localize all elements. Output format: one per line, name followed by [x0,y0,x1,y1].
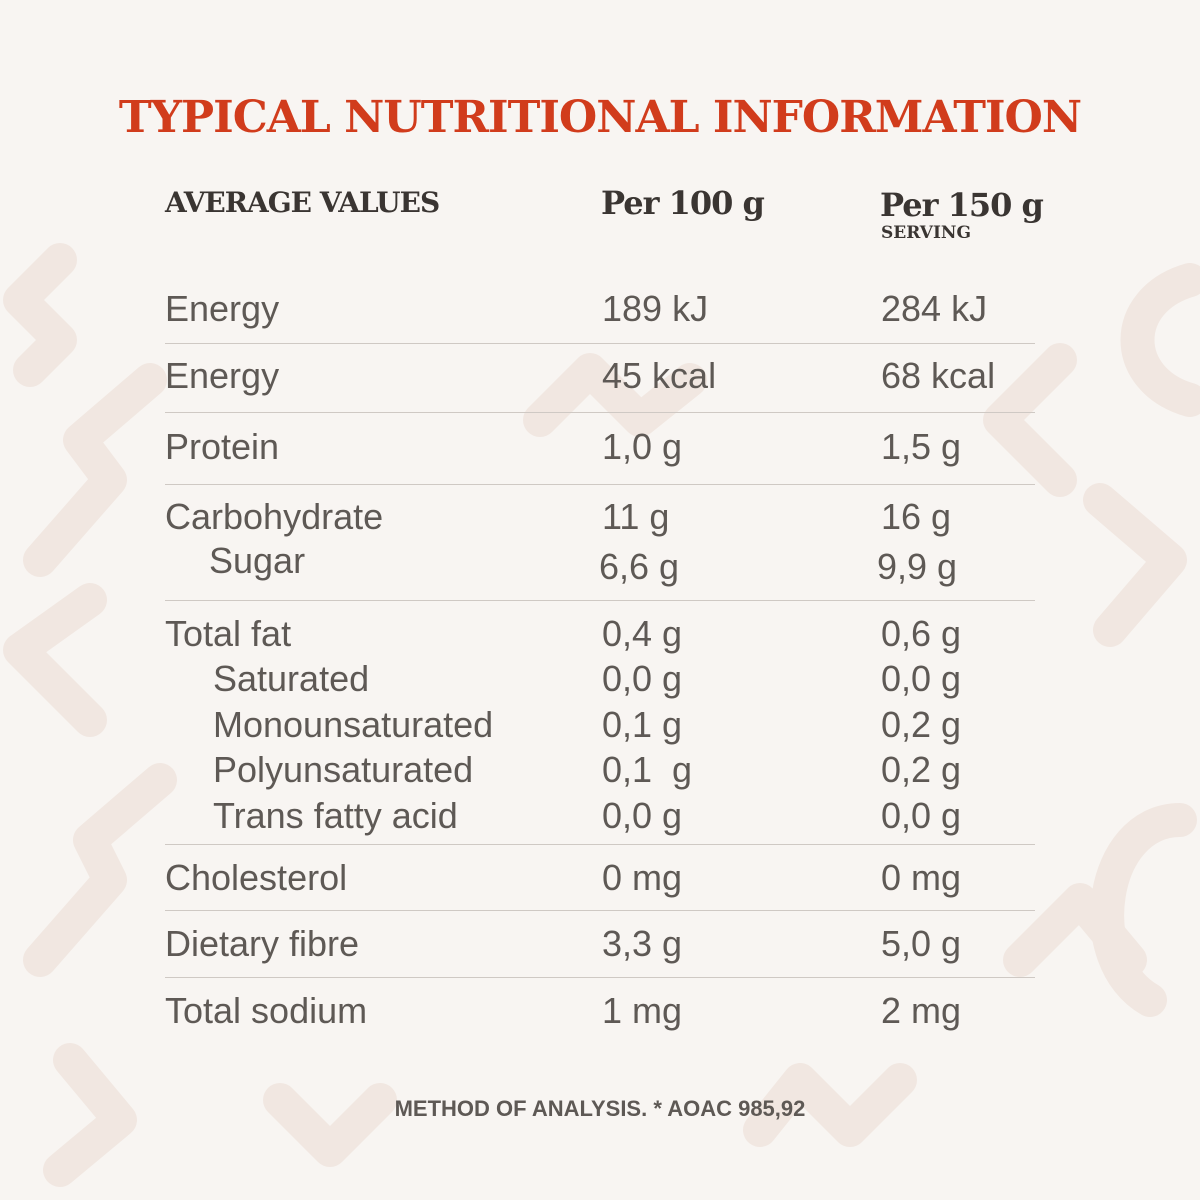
row-label: Cholesterol [165,857,348,898]
row-label: Energy [165,288,280,329]
method-of-analysis-note: METHOD OF ANALYSIS. * AOAC 985,92 [394,1096,806,1121]
row-divider [165,844,1035,845]
sub-row-label-polyunsaturated: Polyunsaturated [213,749,474,790]
serving-subheader: SERVING [881,223,971,243]
row-divider [165,343,1035,344]
per-serving-value: 0,0 g [881,795,962,836]
per-serving-value: 0,2 g [881,749,962,790]
row-divider [165,484,1035,485]
per-serving-value: 68 kcal [881,355,996,396]
per-100g-value: 0,0 g [602,658,683,699]
per-100g-value: 1 mg [602,990,683,1031]
per-100g-value: 0,1 g [602,704,683,745]
per-serving-value: 0,2 g [881,704,962,745]
per-100g-value: 45 kcal [602,355,717,396]
row-label: Carbohydrate [165,496,384,537]
per-100g-value: 189 kJ [602,288,709,329]
per-serving-value: 9,9 g [877,546,958,587]
per-100g-value: 3,3 g [602,923,683,964]
per-serving-value: 16 g [881,496,952,537]
per-serving-value: 5,0 g [881,923,962,964]
per-100g-value: 0,0 g [602,795,683,836]
per-100g-value: 6,6 g [599,546,680,587]
row-divider [165,977,1035,978]
per-serving-value: 2 mg [881,990,962,1031]
per-serving-value: 0,6 g [881,613,962,654]
per-100g-value: 1,0 g [602,426,683,467]
per-serving-value: 0 mg [881,857,962,898]
per-serving-value: 284 kJ [881,288,988,329]
row-divider [165,600,1035,601]
per-100g-value: 0,1 g [602,749,693,790]
row-label: Energy [165,355,280,396]
sub-row-label-trans-fatty-acid: Trans fatty acid [213,795,458,836]
row-label: Protein [165,426,280,467]
per-100g-value: 0,4 g [602,613,683,654]
per-100g-header: Per 100 g [601,184,765,222]
sub-row-label-saturated: Saturated [213,658,370,699]
row-label: Total fat [165,613,292,654]
row-label: Dietary fibre [165,923,360,964]
page-title: TYPICAL NUTRITIONAL INFORMATION [118,92,1082,143]
per-serving-header: Per 150 g [880,186,1044,224]
average-values-header: AVERAGE VALUES [165,186,440,219]
row-divider [165,910,1035,911]
sub-row-label-monounsaturated: Monounsaturated [213,704,494,745]
per-serving-value: 1,5 g [881,426,962,467]
sub-row-label-sugar: Sugar [209,540,306,581]
per-100g-value: 0 mg [602,857,683,898]
row-divider [165,412,1035,413]
row-label: Total sodium [165,990,368,1031]
per-100g-value: 11 g [602,496,670,537]
per-serving-value: 0,0 g [881,658,962,699]
